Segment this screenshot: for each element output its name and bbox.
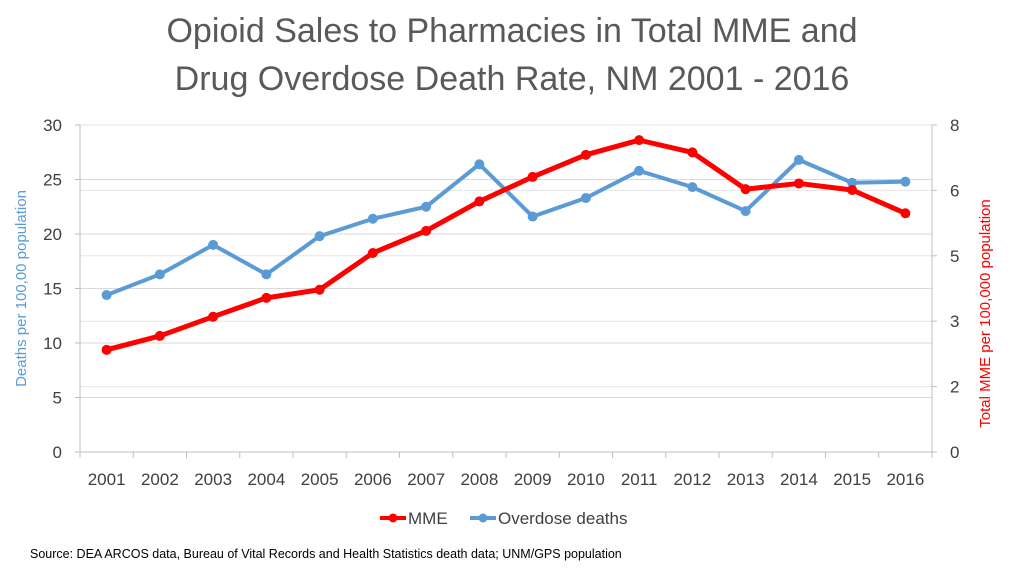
chart-title-line-1: Opioid Sales to Pharmacies in Total MME … xyxy=(166,12,858,50)
legend-marker-overdose-deaths[interactable] xyxy=(478,513,488,523)
right-tick-label: 2 xyxy=(950,378,959,397)
data-point-overdose-deaths xyxy=(634,165,645,176)
right-tick-label: 6 xyxy=(950,181,959,200)
data-point-mme xyxy=(900,208,911,219)
x-tick-label: 2014 xyxy=(780,470,818,489)
x-tick-label: 2012 xyxy=(673,470,711,489)
series-line-mme xyxy=(104,137,908,353)
data-point-overdose-deaths xyxy=(208,239,219,250)
data-point-overdose-deaths xyxy=(740,206,751,217)
data-point-mme xyxy=(793,178,804,189)
data-point-mme xyxy=(154,330,165,341)
data-point-mme xyxy=(208,311,219,322)
x-tick-label: 2011 xyxy=(621,470,658,489)
left-tick-label: 10 xyxy=(43,334,62,353)
x-tick-label: 2004 xyxy=(247,470,285,489)
legend-marker-mme[interactable] xyxy=(388,513,398,523)
data-point-overdose-deaths xyxy=(261,269,272,280)
y-axis-title-right: Total MME per 100,000 population xyxy=(977,199,994,427)
data-point-overdose-deaths xyxy=(687,182,698,193)
x-tick-label: 2003 xyxy=(194,470,232,489)
x-tick-label: 2007 xyxy=(407,470,445,489)
left-tick-label: 15 xyxy=(43,280,62,299)
x-tick-label: 2010 xyxy=(567,470,605,489)
data-point-overdose-deaths xyxy=(793,154,804,165)
data-point-overdose-deaths xyxy=(900,176,911,187)
data-point-mme xyxy=(101,344,112,355)
data-point-mme xyxy=(580,149,591,160)
axis-labels: 0 5 10 15 20 25 30 0 2 3 5 6 8 2001 2002 2003 2004 2005 20… xyxy=(13,116,994,489)
data-point-mme xyxy=(527,171,538,182)
x-tick-label: 2006 xyxy=(354,470,392,489)
data-point-mme xyxy=(474,196,485,207)
data-point-mme xyxy=(634,135,645,146)
legend-label-mme[interactable]: MME xyxy=(408,509,448,528)
data-point-overdose-deaths xyxy=(314,231,325,242)
data-point-mme xyxy=(314,284,325,295)
legend-label-overdose-deaths[interactable]: Overdose deaths xyxy=(498,509,627,528)
data-point-mme xyxy=(261,292,272,303)
left-tick-label: 5 xyxy=(53,389,62,408)
right-tick-label: 8 xyxy=(950,116,959,135)
right-tick-label: 5 xyxy=(950,247,959,266)
data-point-mme xyxy=(367,247,378,258)
series-points xyxy=(101,135,911,355)
axes xyxy=(75,124,937,458)
data-point-mme xyxy=(847,184,858,195)
data-point-mme xyxy=(421,225,432,236)
x-tick-label: 2013 xyxy=(727,470,765,489)
x-tick-label: 2002 xyxy=(141,470,179,489)
right-tick-label: 3 xyxy=(950,312,959,331)
x-tick-label: 2015 xyxy=(833,470,871,489)
data-point-overdose-deaths xyxy=(101,290,112,301)
data-point-overdose-deaths xyxy=(580,193,591,204)
gridlines xyxy=(80,124,932,398)
left-tick-label: 0 xyxy=(53,443,62,462)
data-point-overdose-deaths xyxy=(367,213,378,224)
data-point-overdose-deaths xyxy=(474,159,485,170)
y-axis-title-left: Deaths per 100,00 population xyxy=(13,190,30,387)
data-point-mme xyxy=(687,147,698,158)
data-point-overdose-deaths xyxy=(421,201,432,212)
x-tick-label: 2005 xyxy=(301,470,339,489)
x-tick-label: 2001 xyxy=(88,470,126,489)
left-tick-label: 30 xyxy=(43,116,62,135)
x-tick-label: 2009 xyxy=(514,470,552,489)
data-point-overdose-deaths xyxy=(154,269,165,280)
data-point-overdose-deaths xyxy=(847,177,858,188)
chart-title-line-2: Drug Overdose Death Rate, NM 2001 - 2016 xyxy=(174,60,850,98)
left-tick-label: 20 xyxy=(43,225,62,244)
x-tick-label: 2008 xyxy=(460,470,498,489)
right-tick-label: 0 xyxy=(950,443,959,462)
legend[interactable]: MME Overdose deaths xyxy=(380,509,627,528)
left-tick-label: 25 xyxy=(43,171,62,190)
x-tick-label: 2016 xyxy=(886,470,924,489)
series-line-overdose-deaths xyxy=(104,157,908,298)
data-point-mme xyxy=(740,184,751,195)
data-point-overdose-deaths xyxy=(527,211,538,222)
series-lines xyxy=(104,137,908,353)
source-note: Source: DEA ARCOS data, Bureau of Vital … xyxy=(30,547,622,561)
